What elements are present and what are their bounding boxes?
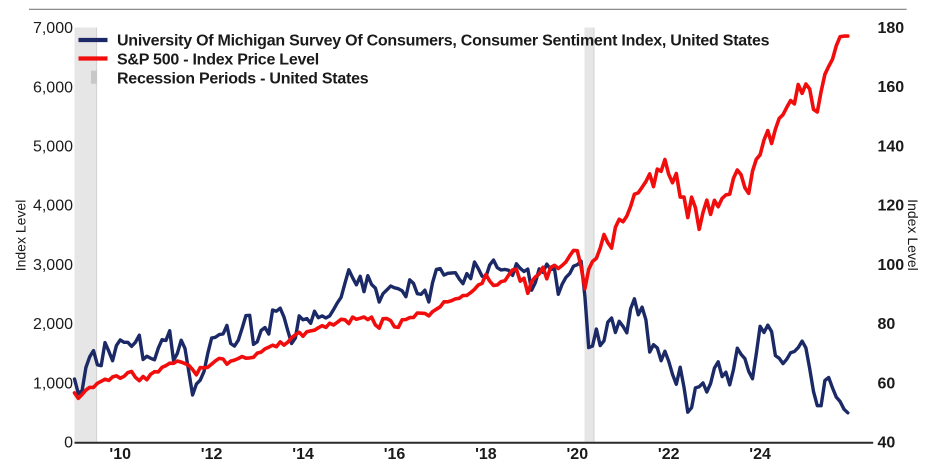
svg-text:140: 140	[878, 139, 905, 156]
svg-text:1,000: 1,000	[33, 375, 73, 392]
svg-text:6,000: 6,000	[33, 79, 73, 96]
svg-text:180: 180	[878, 20, 905, 37]
svg-text:0: 0	[64, 435, 73, 452]
svg-text:Index Level: Index Level	[12, 200, 28, 272]
svg-text:University Of Michigan Survey: University Of Michigan Survey Of Consume…	[117, 32, 770, 49]
svg-text:100: 100	[878, 257, 905, 274]
svg-text:Index Level: Index Level	[905, 199, 921, 271]
svg-text:4,000: 4,000	[33, 198, 73, 215]
svg-text:'24: '24	[749, 446, 771, 463]
svg-text:'16: '16	[384, 446, 406, 463]
svg-text:'18: '18	[475, 446, 497, 463]
svg-text:'22: '22	[658, 446, 680, 463]
svg-text:'14: '14	[292, 446, 314, 463]
svg-text:Recession Periods - United Sta: Recession Periods - United States	[117, 70, 369, 87]
svg-text:2,000: 2,000	[33, 316, 73, 333]
svg-text:160: 160	[878, 79, 905, 96]
svg-text:80: 80	[878, 316, 896, 333]
svg-text:'20: '20	[566, 446, 588, 463]
svg-text:120: 120	[878, 198, 905, 215]
svg-text:'12: '12	[201, 446, 223, 463]
svg-text:7,000: 7,000	[33, 20, 73, 37]
svg-text:40: 40	[878, 435, 896, 452]
svg-text:5,000: 5,000	[33, 139, 73, 156]
svg-text:S&P 500 - Index Price Level: S&P 500 - Index Price Level	[117, 52, 319, 69]
svg-text:'10: '10	[109, 446, 131, 463]
svg-text:60: 60	[878, 375, 896, 392]
svg-text:3,000: 3,000	[33, 257, 73, 274]
